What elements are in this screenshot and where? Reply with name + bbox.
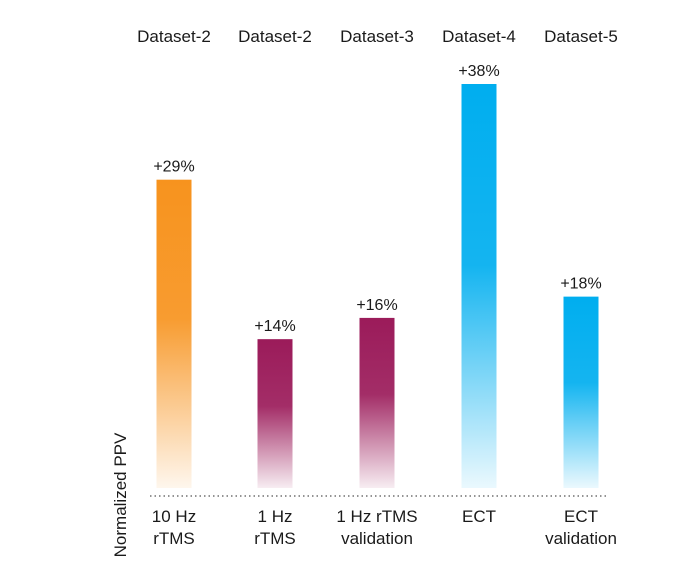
dataset-label-5: Dataset-5 [544, 27, 618, 46]
dataset-label-3: Dataset-3 [340, 27, 414, 46]
category-label-1-line-2: rTMS [153, 529, 195, 548]
category-label-5-line-1: ECT [564, 507, 598, 526]
category-label-3-line-1: 1 Hz rTMS [336, 507, 417, 526]
dataset-label-2: Dataset-2 [238, 27, 312, 46]
bar-1 [156, 179, 192, 488]
y-axis-label: Normalized PPV [111, 432, 130, 557]
category-label-3-line-2: validation [341, 529, 413, 548]
category-label-2-line-1: 1 Hz [258, 507, 293, 526]
category-label-1-line-1: 10 Hz [152, 507, 196, 526]
category-label-4-line-1: ECT [462, 507, 496, 526]
bar-2 [257, 339, 293, 488]
value-label-5: +18% [560, 276, 601, 293]
dataset-label-1: Dataset-2 [137, 27, 211, 46]
bar-4 [461, 84, 497, 488]
category-label-5-line-2: validation [545, 529, 617, 548]
value-label-2: +14% [254, 318, 295, 335]
bar-5 [563, 296, 599, 488]
value-label-3: +16% [356, 297, 397, 314]
value-label-4: +38% [458, 63, 499, 80]
category-label-2-line-2: rTMS [254, 529, 296, 548]
value-label-1: +29% [153, 159, 194, 176]
dataset-label-4: Dataset-4 [442, 27, 516, 46]
bar-3 [359, 317, 395, 488]
